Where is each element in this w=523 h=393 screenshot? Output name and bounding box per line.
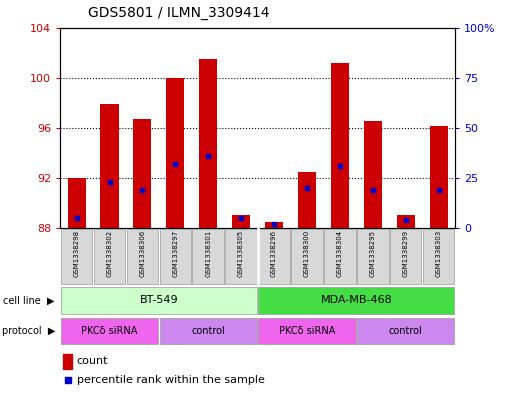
- Bar: [61, 228, 93, 285]
- Bar: [232, 215, 250, 228]
- Text: cell line  ▶: cell line ▶: [4, 296, 55, 305]
- Bar: [61, 318, 158, 344]
- Bar: [258, 318, 356, 344]
- Text: control: control: [191, 325, 225, 336]
- Text: GSM1338296: GSM1338296: [271, 230, 277, 277]
- Text: GSM1338306: GSM1338306: [140, 230, 145, 277]
- Text: GSM1338301: GSM1338301: [205, 230, 211, 277]
- Text: MDA-MB-468: MDA-MB-468: [321, 295, 392, 305]
- Text: GSM1338304: GSM1338304: [337, 230, 343, 277]
- Text: PKCδ siRNA: PKCδ siRNA: [81, 325, 138, 336]
- Bar: [192, 228, 224, 285]
- Text: protocol  ▶: protocol ▶: [2, 326, 55, 336]
- Bar: [61, 287, 257, 314]
- Bar: [166, 78, 185, 228]
- Bar: [291, 228, 323, 285]
- Bar: [100, 104, 119, 228]
- Bar: [63, 354, 72, 369]
- Text: GSM1338302: GSM1338302: [107, 230, 112, 277]
- Text: GSM1338300: GSM1338300: [304, 230, 310, 277]
- Bar: [324, 228, 356, 285]
- Bar: [67, 178, 86, 228]
- Bar: [429, 127, 448, 228]
- Text: GSM1338298: GSM1338298: [74, 230, 79, 277]
- Text: PKCδ siRNA: PKCδ siRNA: [279, 325, 335, 336]
- Bar: [396, 215, 415, 228]
- Bar: [357, 318, 454, 344]
- Text: count: count: [76, 356, 108, 366]
- Bar: [298, 172, 316, 228]
- Bar: [160, 318, 257, 344]
- Bar: [363, 121, 382, 228]
- Text: GDS5801 / ILMN_3309414: GDS5801 / ILMN_3309414: [88, 6, 269, 20]
- Bar: [258, 287, 454, 314]
- Text: GSM1338297: GSM1338297: [172, 230, 178, 277]
- Bar: [423, 228, 454, 285]
- Text: GSM1338303: GSM1338303: [436, 230, 441, 277]
- Bar: [94, 228, 126, 285]
- Bar: [331, 62, 349, 228]
- Text: control: control: [389, 325, 423, 336]
- Text: GSM1338295: GSM1338295: [370, 230, 376, 277]
- Bar: [133, 119, 152, 228]
- Text: BT-549: BT-549: [140, 295, 178, 305]
- Text: GSM1338305: GSM1338305: [238, 230, 244, 277]
- Bar: [225, 228, 257, 285]
- Bar: [390, 228, 422, 285]
- Bar: [265, 222, 283, 228]
- Bar: [160, 228, 191, 285]
- Text: percentile rank within the sample: percentile rank within the sample: [76, 375, 265, 386]
- Bar: [199, 59, 217, 228]
- Bar: [357, 228, 389, 285]
- Text: GSM1338299: GSM1338299: [403, 230, 408, 277]
- Bar: [127, 228, 158, 285]
- Bar: [258, 228, 290, 285]
